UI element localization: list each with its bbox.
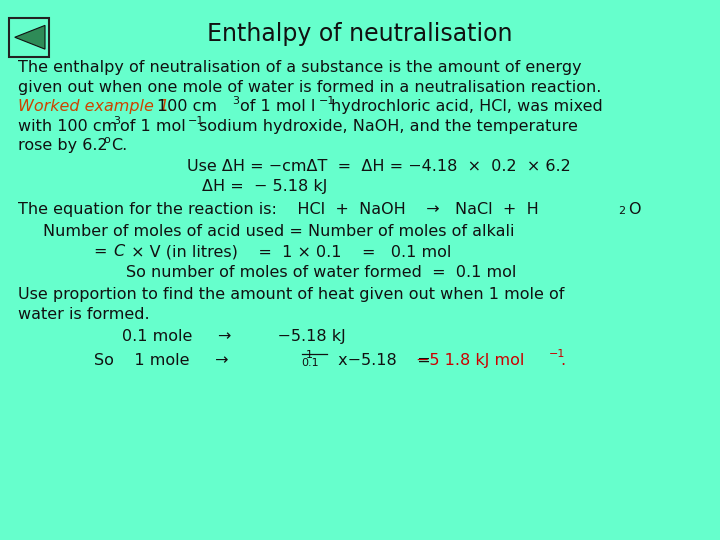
Text: −5 1.8 kJ mol: −5 1.8 kJ mol — [416, 353, 525, 368]
Text: C.: C. — [111, 138, 127, 153]
Text: 0.1: 0.1 — [301, 358, 318, 368]
FancyBboxPatch shape — [9, 18, 49, 57]
Text: The equation for the reaction is:    HCl  +  NaOH    →   NaCl  +  H: The equation for the reaction is: HCl + … — [18, 202, 539, 217]
Text: 0.1 mole     →         −5.18 kJ: 0.1 mole → −5.18 kJ — [122, 329, 346, 345]
Text: So number of moles of water formed  =  0.1 mol: So number of moles of water formed = 0.1… — [126, 265, 516, 280]
Text: 3: 3 — [232, 96, 239, 106]
Text: given out when one mole of water is formed in a neutralisation reaction.: given out when one mole of water is form… — [18, 80, 601, 95]
Text: −1: −1 — [549, 349, 565, 360]
Text: of 1 mol l: of 1 mol l — [240, 99, 316, 114]
Text: =: = — [94, 244, 107, 259]
Text: O: O — [628, 202, 640, 217]
Text: The enthalpy of neutralisation of a substance is the amount of energy: The enthalpy of neutralisation of a subs… — [18, 60, 582, 76]
Text: Worked example 1.: Worked example 1. — [18, 99, 174, 114]
Polygon shape — [14, 25, 45, 49]
Text: .: . — [560, 353, 565, 368]
Text: 100 cm: 100 cm — [157, 99, 217, 114]
Text: −1: −1 — [319, 96, 336, 106]
Text: 1: 1 — [306, 350, 313, 360]
Text: ΔH =  − 5.18 kJ: ΔH = − 5.18 kJ — [202, 179, 327, 194]
Text: rose by 6.2: rose by 6.2 — [18, 138, 107, 153]
Text: Enthalpy of neutralisation: Enthalpy of neutralisation — [207, 22, 513, 45]
Text: Use proportion to find the amount of heat given out when 1 mole of: Use proportion to find the amount of hea… — [18, 287, 564, 302]
Text: x−5.18    =: x−5.18 = — [333, 353, 431, 368]
Text: hydrochloric acid, HCl, was mixed: hydrochloric acid, HCl, was mixed — [331, 99, 603, 114]
Text: So    1 mole     →: So 1 mole → — [94, 353, 228, 368]
Text: C: C — [114, 244, 125, 259]
Text: with 100 cm: with 100 cm — [18, 119, 117, 134]
Text: Number of moles of acid used = Number of moles of alkali: Number of moles of acid used = Number of… — [43, 224, 515, 239]
Text: water is formed.: water is formed. — [18, 307, 150, 322]
Text: sodium hydroxide, NaOH, and the temperature: sodium hydroxide, NaOH, and the temperat… — [199, 119, 578, 134]
Text: of 1 mol: of 1 mol — [120, 119, 186, 134]
Text: 3: 3 — [113, 116, 120, 126]
Text: 2: 2 — [618, 206, 625, 216]
Text: o: o — [104, 135, 110, 145]
Text: Use ΔH = −cmΔT  =  ΔH = −4.18  ×  0.2  × 6.2: Use ΔH = −cmΔT = ΔH = −4.18 × 0.2 × 6.2 — [187, 159, 571, 174]
Text: −1: −1 — [188, 116, 204, 126]
Text: × V (in litres)    =  1 × 0.1    =   0.1 mol: × V (in litres) = 1 × 0.1 = 0.1 mol — [126, 244, 451, 259]
